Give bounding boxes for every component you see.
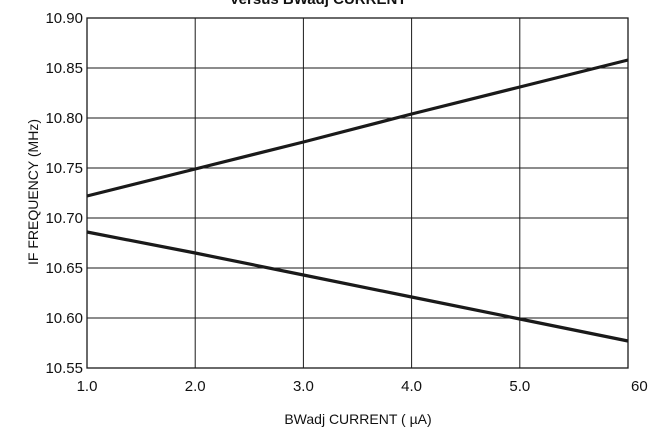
title-fragment: Versus BWadj CURRENT [230,0,407,8]
y-tick-labels: 10.55 10.60 10.65 10.70 10.75 10.80 10.85 10.90 [45,10,83,377]
y-tick-label: 10.65 [45,260,83,277]
y-tick-label: 10.85 [45,60,83,77]
series-line-2 [86,230,629,343]
y-tick-label: 10.60 [45,310,83,327]
x-tick-label: 2.0 [185,378,206,395]
x-tick-label: 5.0 [509,378,530,395]
x-tick-label: 1.0 [77,378,98,395]
x-tick-label: 4.0 [401,378,422,395]
x-axis-title: BWadj CURRENT ( µA) [284,411,431,427]
series-line-1 [86,58,629,198]
x-tick-labels: 1.0 2.0 3.0 4.0 5.0 60 [77,378,648,395]
y-tick-label: 10.70 [45,210,83,227]
y-tick-label: 10.75 [45,160,83,177]
y-tick-label: 10.80 [45,110,83,127]
plot-frame [86,17,629,369]
grid [86,17,629,369]
svg-text:Versus BWadj CURRENT: Versus BWadj CURRENT [230,0,407,8]
y-tick-label: 10.55 [45,360,83,377]
x-tick-label: 60 [631,378,648,395]
x-tick-label: 3.0 [293,378,314,395]
y-tick-label: 10.90 [45,10,83,27]
series-group [86,58,629,343]
y-axis-title: IF FREQUENCY (MHz) [25,119,41,265]
